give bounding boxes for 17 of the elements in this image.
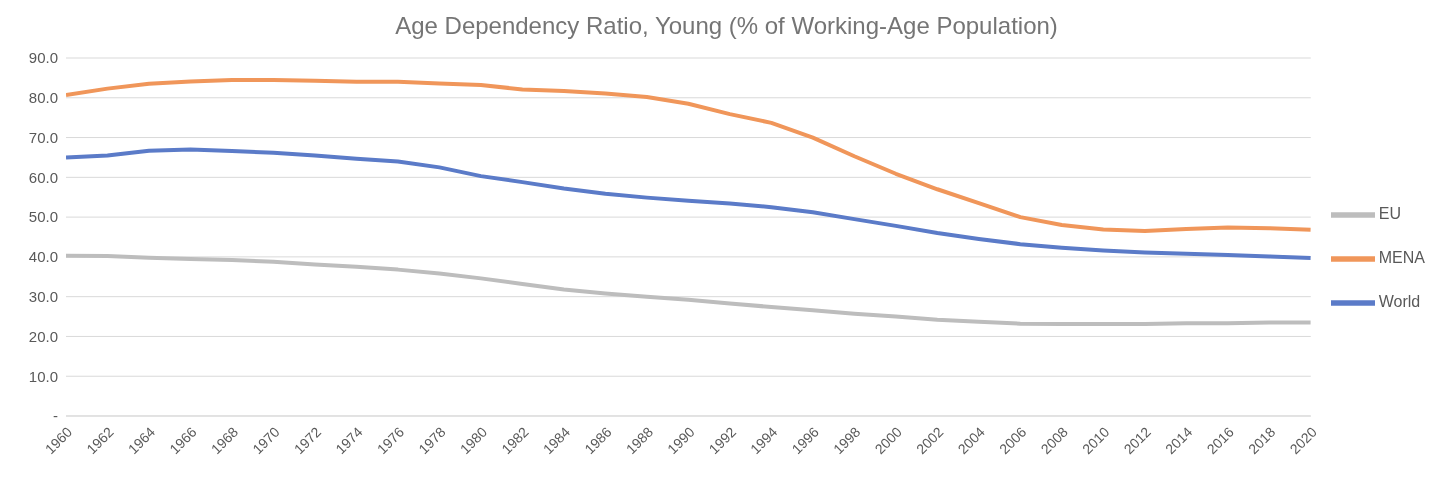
- line-series: [66, 253, 1311, 327]
- y-tick-label: 40.0: [28, 248, 58, 266]
- y-tick-label: 70.0: [28, 128, 58, 146]
- y-tick-label: 60.0: [28, 168, 58, 186]
- y-tick-label: 20.0: [28, 327, 58, 345]
- y-tick-label: 90.0: [28, 49, 58, 67]
- y-tick-label: 50.0: [28, 208, 58, 226]
- y-tick-label: 80.0: [28, 89, 58, 107]
- legend-label: MENA: [1378, 249, 1425, 267]
- line-series: [66, 147, 1311, 261]
- y-tick-label: -: [53, 407, 58, 425]
- y-tick-label: 10.0: [28, 367, 58, 385]
- line-series: [66, 77, 1311, 234]
- y-tick-label: 30.0: [28, 287, 58, 305]
- chart-title: Age Dependency Ratio, Young (% of Working-Age Population): [394, 11, 1059, 41]
- legend-label: World: [1378, 293, 1421, 311]
- legend-label: EU: [1378, 205, 1401, 223]
